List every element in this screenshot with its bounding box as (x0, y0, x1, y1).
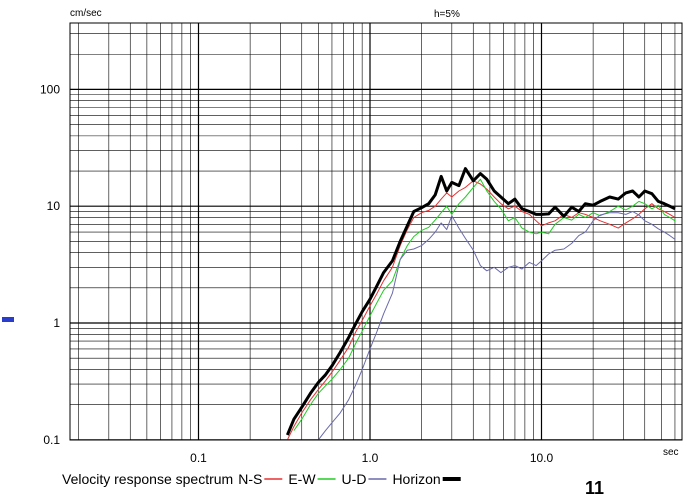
series-line-n-s (286, 180, 676, 441)
series-line-e-w (293, 178, 676, 431)
left-marker (2, 317, 14, 322)
legend-title: Velocity response spectrum (62, 471, 233, 487)
series-line-u-d (318, 211, 676, 441)
x-unit-label: sec (663, 447, 679, 458)
plot-area (70, 23, 682, 440)
series-line-horizon (286, 167, 676, 436)
legend: Velocity response spectrum N-S E-W U-D Horiz… (62, 471, 461, 487)
grid-lines (70, 23, 682, 441)
x-tick-label: 10.0 (530, 451, 554, 465)
y-tick-label: 10 (47, 199, 61, 213)
x-tick-label: 0.1 (190, 451, 207, 465)
y-tick-label: 1 (53, 316, 60, 330)
legend-label-horizon: Horizon (392, 471, 440, 487)
y-tick-label: 100 (40, 82, 60, 96)
page-number: 11 (585, 478, 604, 498)
series-lines (286, 167, 676, 441)
legend-label-n-s: N-S (238, 471, 262, 487)
plot-frame (69, 22, 683, 441)
x-tick-label: 1.0 (362, 451, 379, 465)
y-tick-label: 0.1 (43, 433, 60, 447)
y-unit-label: cm/sec (70, 8, 102, 19)
damping-annotation: h=5% (434, 9, 460, 20)
legend-label-e-w: E-W (288, 471, 316, 487)
legend-label-u-d: U-D (342, 471, 367, 487)
tick-labels: 0.1 1.0 10.0 0.1 1 10 100 (40, 82, 554, 465)
